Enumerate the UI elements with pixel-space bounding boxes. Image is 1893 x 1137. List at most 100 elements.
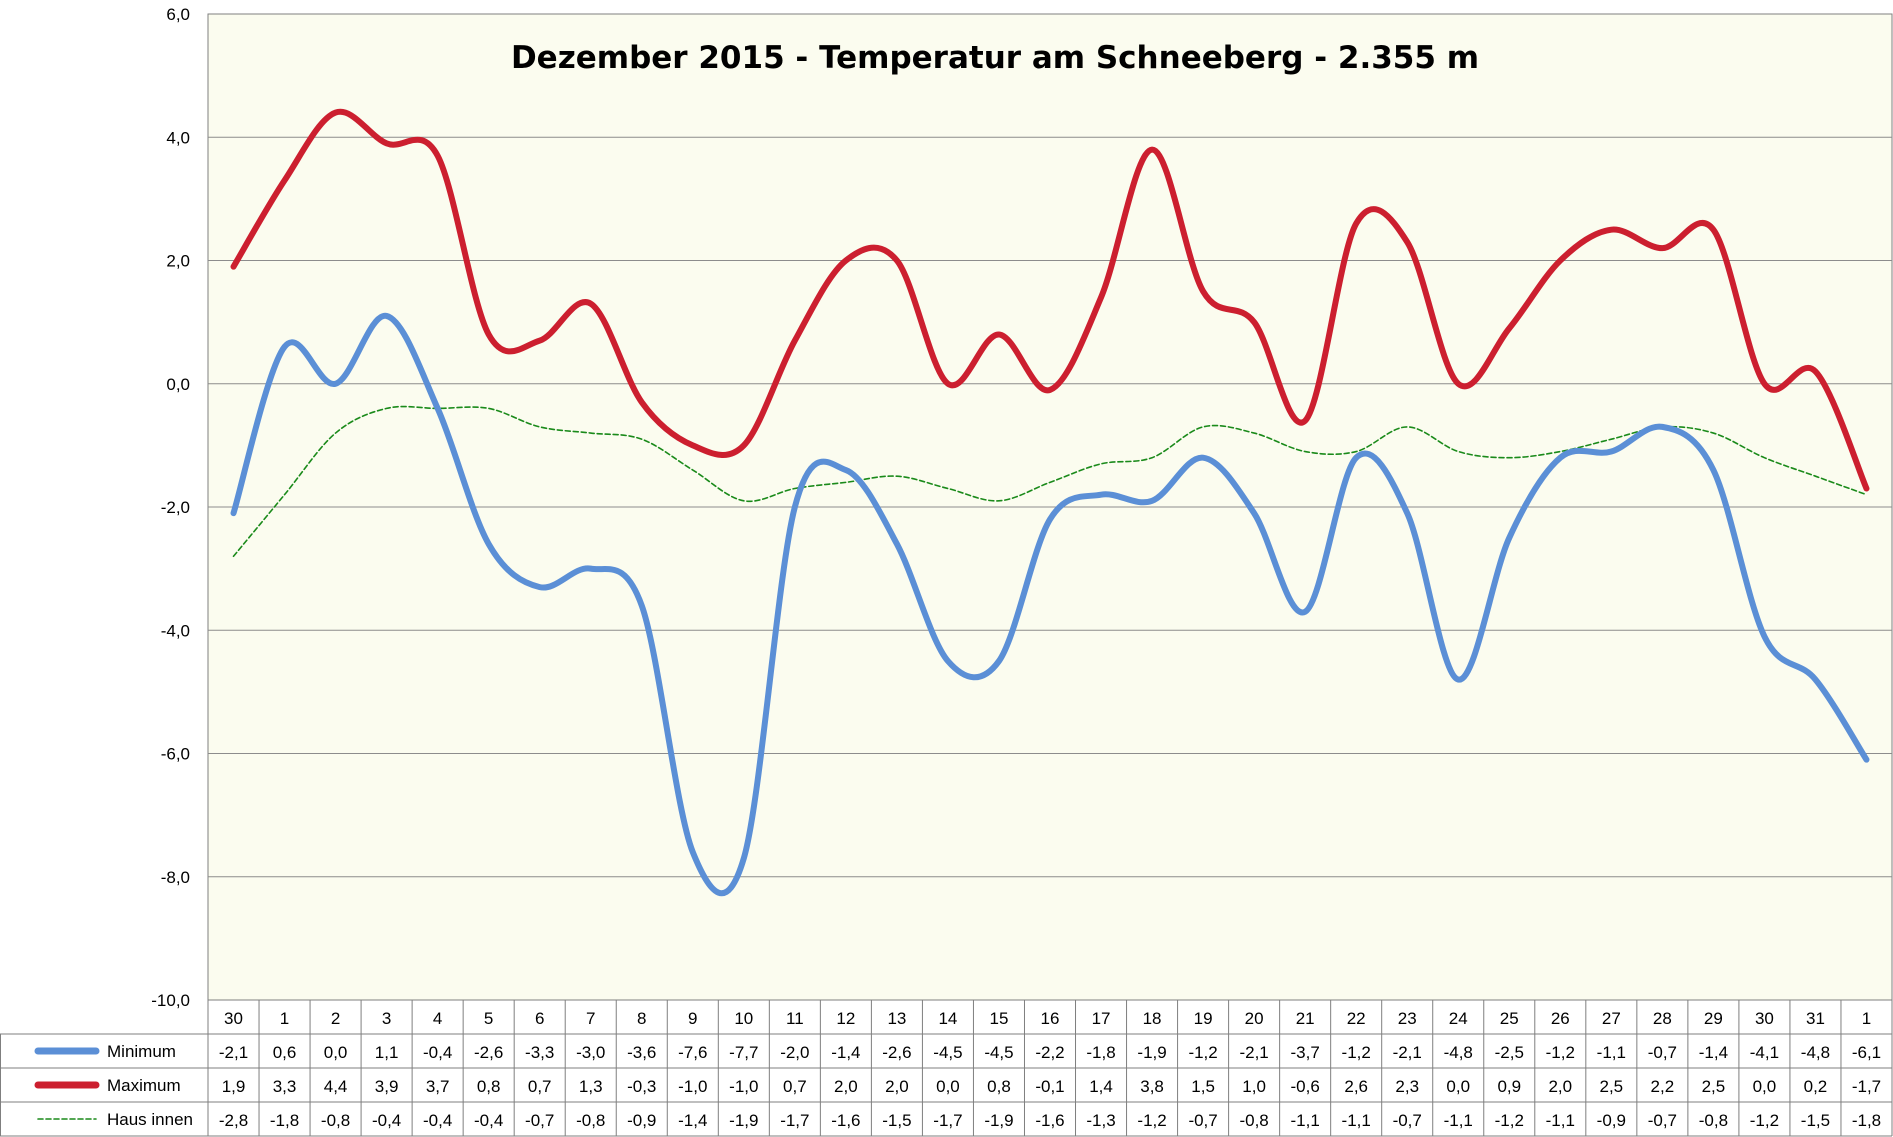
data-label-maximum: 2,0 xyxy=(834,1077,858,1096)
data-label-haus-innen: -1,2 xyxy=(1750,1111,1779,1130)
y-tick-label: 6,0 xyxy=(166,5,190,24)
data-point-maximum xyxy=(1866,488,1867,489)
data-point-minimum xyxy=(1203,457,1204,458)
data-point-haus-innen xyxy=(998,500,999,501)
data-label-minimum: -2,5 xyxy=(1495,1043,1524,1062)
y-tick-label: 2,0 xyxy=(166,252,190,271)
data-point-minimum xyxy=(743,858,744,859)
data-label-minimum: -3,7 xyxy=(1291,1043,1320,1062)
data-label-maximum: 0,0 xyxy=(1446,1077,1470,1096)
data-label-haus-innen: -1,1 xyxy=(1342,1111,1371,1130)
x-tick-label: 11 xyxy=(786,1009,804,1028)
data-point-haus-innen xyxy=(1815,476,1816,477)
data-point-maximum xyxy=(1407,242,1408,243)
data-point-haus-innen xyxy=(1611,439,1612,440)
data-label-minimum: -2,1 xyxy=(1393,1043,1422,1062)
data-point-minimum xyxy=(1458,679,1459,680)
data-label-haus-innen: -0,9 xyxy=(627,1111,656,1130)
data-label-haus-innen: -0,4 xyxy=(423,1111,452,1130)
data-label-haus-innen: -1,2 xyxy=(1137,1111,1166,1130)
data-label-maximum: 2,2 xyxy=(1651,1077,1675,1096)
data-label-minimum: -3,0 xyxy=(576,1043,605,1062)
data-label-haus-innen: -1,8 xyxy=(270,1111,299,1130)
data-point-maximum xyxy=(437,155,438,156)
x-tick-label: 1 xyxy=(1862,1009,1871,1028)
x-tick-label: 4 xyxy=(433,1009,442,1028)
data-label-maximum: 3,3 xyxy=(273,1077,297,1096)
data-point-minimum xyxy=(1713,470,1714,471)
data-label-haus-innen: -1,9 xyxy=(729,1111,758,1130)
x-tick-label: 27 xyxy=(1602,1009,1621,1028)
data-label-haus-innen: -1,1 xyxy=(1291,1111,1320,1130)
data-point-maximum xyxy=(284,180,285,181)
data-point-maximum xyxy=(335,112,336,113)
data-point-minimum xyxy=(692,852,693,853)
data-point-maximum xyxy=(1254,322,1255,323)
data-point-maximum xyxy=(1152,149,1153,150)
data-point-minimum xyxy=(794,507,795,508)
x-tick-label: 24 xyxy=(1449,1009,1468,1028)
data-label-maximum: -1,0 xyxy=(678,1077,707,1096)
data-label-haus-innen: -1,1 xyxy=(1444,1111,1473,1130)
data-label-minimum: -1,9 xyxy=(1137,1043,1166,1062)
data-label-maximum: 3,8 xyxy=(1140,1077,1164,1096)
data-point-minimum xyxy=(845,470,846,471)
data-label-haus-innen: -1,2 xyxy=(1495,1111,1524,1130)
data-point-maximum xyxy=(1662,248,1663,249)
data-label-minimum: -3,6 xyxy=(627,1043,656,1062)
data-label-haus-innen: -1,6 xyxy=(1035,1111,1064,1130)
data-label-minimum: -1,2 xyxy=(1546,1043,1575,1062)
x-tick-label: 3 xyxy=(382,1009,391,1028)
data-label-maximum: 0,8 xyxy=(987,1077,1011,1096)
data-point-minimum xyxy=(998,661,999,662)
x-tick-label: 26 xyxy=(1551,1009,1570,1028)
data-point-maximum xyxy=(539,340,540,341)
data-label-minimum: -0,4 xyxy=(423,1043,452,1062)
data-label-maximum: 2,6 xyxy=(1344,1077,1368,1096)
data-point-maximum xyxy=(233,266,234,267)
legend-label-minimum: Minimum xyxy=(107,1042,176,1061)
x-tick-label: 19 xyxy=(1194,1009,1213,1028)
data-label-minimum: -1,8 xyxy=(1086,1043,1115,1062)
data-point-minimum xyxy=(1305,611,1306,612)
x-tick-label: 30 xyxy=(224,1009,243,1028)
data-label-minimum: -4,8 xyxy=(1801,1043,1830,1062)
data-point-minimum xyxy=(284,346,285,347)
data-point-maximum xyxy=(488,334,489,335)
data-label-maximum: 0,7 xyxy=(528,1077,552,1096)
data-label-maximum: -0,1 xyxy=(1035,1077,1064,1096)
y-tick-label: -8,0 xyxy=(161,868,190,887)
data-label-haus-innen: -0,7 xyxy=(1648,1111,1677,1130)
data-point-maximum xyxy=(794,340,795,341)
data-point-haus-innen xyxy=(1866,494,1867,495)
data-label-minimum: -4,8 xyxy=(1444,1043,1473,1062)
x-tick-label: 6 xyxy=(535,1009,544,1028)
chart-title: Dezember 2015 - Temperatur am Schneeberg… xyxy=(511,40,1479,76)
data-point-haus-innen xyxy=(947,488,948,489)
x-tick-label: 12 xyxy=(836,1009,855,1028)
data-point-minimum xyxy=(1356,457,1357,458)
data-point-minimum xyxy=(1815,679,1816,680)
data-point-minimum xyxy=(539,587,540,588)
data-label-haus-innen: -0,8 xyxy=(1699,1111,1728,1130)
x-tick-label: 16 xyxy=(1041,1009,1060,1028)
data-point-maximum xyxy=(1356,223,1357,224)
data-point-haus-innen xyxy=(1713,433,1714,434)
data-label-maximum: 2,5 xyxy=(1702,1077,1726,1096)
data-label-maximum: -1,0 xyxy=(729,1077,758,1096)
data-point-minimum xyxy=(896,543,897,544)
y-tick-label: 4,0 xyxy=(166,128,190,147)
x-tick-label: 13 xyxy=(887,1009,906,1028)
data-label-haus-innen: -1,6 xyxy=(831,1111,860,1130)
data-label-haus-innen: -1,5 xyxy=(1801,1111,1830,1130)
data-point-haus-innen xyxy=(284,494,285,495)
data-label-haus-innen: -0,7 xyxy=(1393,1111,1422,1130)
data-point-haus-innen xyxy=(794,488,795,489)
data-point-haus-innen xyxy=(641,439,642,440)
data-point-haus-innen xyxy=(488,408,489,409)
data-point-haus-innen xyxy=(386,408,387,409)
data-label-maximum: 1,4 xyxy=(1089,1077,1113,1096)
data-label-maximum: 1,9 xyxy=(222,1077,246,1096)
series-line-minimum xyxy=(230,312,1870,897)
